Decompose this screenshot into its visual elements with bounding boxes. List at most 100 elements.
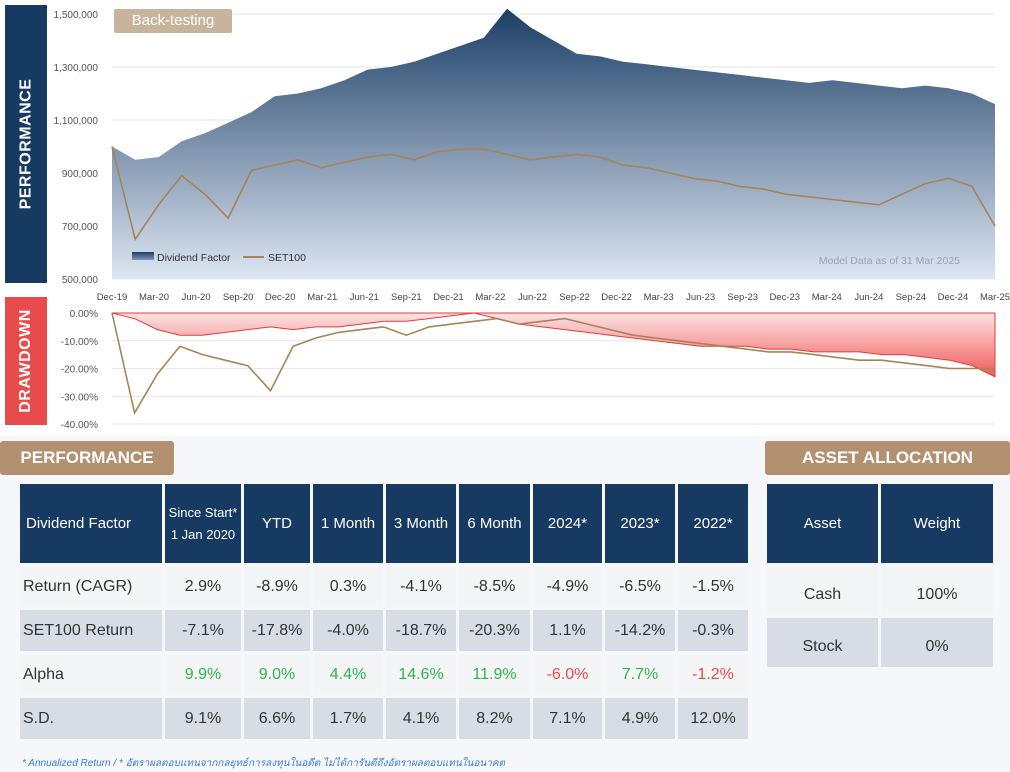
value-cell: -4.1% [386, 566, 456, 607]
value-cell: 12.0% [678, 698, 748, 739]
y-tick-label: 900,000 [62, 169, 99, 180]
x-tick-label: Sep-23 [727, 292, 758, 303]
allocation-row: Stock 0% [767, 618, 993, 667]
header-cell-2022: 2022* [678, 484, 748, 563]
header-cell-weight: Weight [881, 484, 993, 563]
header-cell-2024: 2024* [533, 484, 602, 563]
header-cell-since-start: Since Start* 1 Jan 2020 [165, 484, 241, 563]
asset-allocation-table: Asset Weight Cash 100% Stock 0% [764, 481, 996, 670]
value-cell: 4.9% [605, 698, 675, 739]
y-tick-label: 0.00% [70, 309, 98, 320]
drawdown-side-label: DRAWDOWN [5, 297, 47, 425]
value-cell: 9.9% [165, 654, 241, 695]
x-tick-label: Jun-20 [182, 292, 211, 303]
header-cell-1-month: 1 Month [313, 484, 383, 563]
value-cell: -18.7% [386, 610, 456, 651]
set100-drawdown-line [111, 312, 995, 416]
y-tick-label: -40.00% [61, 420, 98, 431]
asset-allocation-title: ASSET ALLOCATION [765, 441, 1010, 475]
performance-row: Return (CAGR) 2.9% -8.9% 0.3% -4.1% -8.5% -4.9… [20, 566, 748, 607]
value-cell: 1.7% [313, 698, 383, 739]
x-tick-label: Sep-22 [559, 292, 590, 303]
x-tick-label: Sep-24 [896, 292, 927, 303]
header-cell-2023: 2023* [605, 484, 675, 563]
x-tick-label: Mar-25 [980, 292, 1010, 303]
header-cell-6-month: 6 Month [459, 484, 530, 563]
allocation-weight-cell: 0% [881, 618, 993, 667]
x-tick-label: Jun-22 [518, 292, 547, 303]
allocation-asset-cell: Cash [767, 566, 878, 615]
value-cell: -1.2% [678, 654, 748, 695]
x-tick-label: Mar-22 [475, 292, 505, 303]
value-cell: -17.8% [244, 610, 310, 651]
performance-row: SET100 Return -7.1% -17.8% -4.0% -18.7% -20.3… [20, 610, 748, 651]
value-cell: -4.0% [313, 610, 383, 651]
x-tick-label: Mar-21 [307, 292, 337, 303]
value-cell: -6.0% [533, 654, 602, 695]
header-cell-3-month: 3 Month [386, 484, 456, 563]
set100-line [111, 146, 996, 242]
value-cell: -6.5% [605, 566, 675, 607]
header-cell-strategy: Dividend Factor [20, 484, 162, 563]
legend-label-set100: SET100 [268, 252, 306, 264]
value-cell: 4.4% [313, 654, 383, 695]
performance-table: Dividend Factor Since Start* 1 Jan 2020 … [17, 481, 751, 742]
value-cell: 1.1% [533, 610, 602, 651]
backtesting-badge: Back-testing [114, 9, 232, 33]
value-cell: -8.9% [244, 566, 310, 607]
value-cell: 9.0% [244, 654, 310, 695]
x-tick-label: Mar-24 [812, 292, 842, 303]
x-tick-label: Sep-20 [223, 292, 254, 303]
y-tick-label: -30.00% [61, 392, 98, 403]
value-cell: 4.1% [386, 698, 456, 739]
x-tick-label: Dec-23 [769, 292, 800, 303]
performance-drawdown-charts: 500,000 700,000 900,000 1,100,000 1,300,000 1… [54, 8, 1010, 431]
y-tick-label: -20.00% [61, 365, 98, 376]
y-tick-label: 500,000 [62, 275, 99, 286]
value-cell: -20.3% [459, 610, 530, 651]
value-cell: 8.2% [459, 698, 530, 739]
row-label: S.D. [20, 698, 162, 739]
value-cell: 14.6% [386, 654, 456, 695]
legend-label-dividend-factor: Dividend Factor [157, 252, 231, 264]
x-tick-label: Sep-21 [391, 292, 422, 303]
header-cell-ytd: YTD [244, 484, 310, 563]
value-cell: 7.7% [605, 654, 675, 695]
row-label: Alpha [20, 654, 162, 695]
dividend-factor-area [112, 8, 995, 279]
performance-row: Alpha 9.9% 9.0% 4.4% 14.6% 11.9% -6.0% 7.7% -1.2… [20, 654, 748, 695]
model-data-note: Model Data as of 31 Mar 2025 [819, 255, 960, 267]
dividend-factor-drawdown-area [111, 312, 996, 378]
x-tick-label: Dec-24 [938, 292, 969, 303]
x-tick-label: Mar-20 [139, 292, 169, 303]
x-tick-label: Dec-22 [601, 292, 632, 303]
value-cell: 7.1% [533, 698, 602, 739]
value-cell: 2.9% [165, 566, 241, 607]
allocation-table-header: Asset Weight [767, 484, 993, 563]
footnote: * Annualized Return / * อัตราผลตอบแทนจาก… [22, 758, 506, 769]
x-tick-label: Mar-23 [644, 292, 674, 303]
performance-row: S.D. 9.1% 6.6% 1.7% 4.1% 8.2% 7.1% 4.9% 12.0% [20, 698, 748, 739]
x-tick-label: Jun-24 [854, 292, 883, 303]
y-tick-label: 700,000 [62, 222, 99, 233]
y-tick-label: 1,100,000 [54, 116, 99, 127]
performance-section-title: PERFORMANCE [0, 441, 174, 475]
value-cell: -4.9% [533, 566, 602, 607]
y-tick-label: -10.00% [61, 337, 98, 348]
allocation-weight-cell: 100% [881, 566, 993, 615]
value-cell: -0.3% [678, 610, 748, 651]
value-cell: -7.1% [165, 610, 241, 651]
value-cell: -8.5% [459, 566, 530, 607]
y-tick-label: 1,500,000 [54, 10, 99, 21]
row-label: Return (CAGR) [20, 566, 162, 607]
value-cell: 9.1% [165, 698, 241, 739]
x-tick-label: Jun-23 [686, 292, 715, 303]
performance-table-header: Dividend Factor Since Start* 1 Jan 2020 … [20, 484, 748, 563]
row-label: SET100 Return [20, 610, 162, 651]
x-tick-label: Dec-20 [265, 292, 296, 303]
value-cell: -1.5% [678, 566, 748, 607]
legend-swatch-dividend-factor [132, 252, 154, 260]
x-tick-label: Dec-21 [433, 292, 464, 303]
performance-side-label: PERFORMANCE [5, 5, 47, 283]
allocation-asset-cell: Stock [767, 618, 878, 667]
